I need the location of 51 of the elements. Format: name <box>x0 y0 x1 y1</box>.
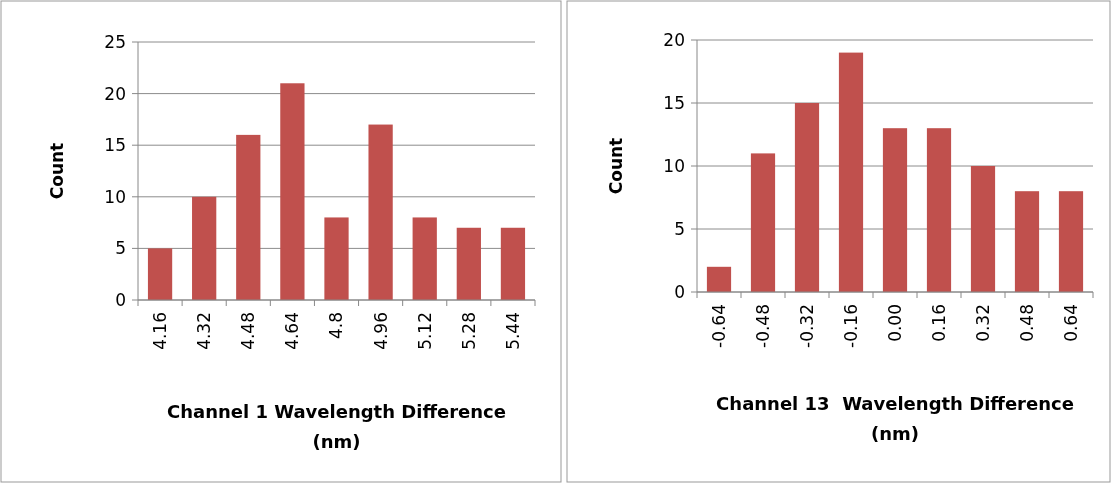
y-tick-label: 15 <box>104 135 126 156</box>
x-tick-label: 4.32 <box>194 312 215 350</box>
bar <box>794 103 820 292</box>
y-axis-title: Count <box>606 137 626 195</box>
bar <box>706 266 732 292</box>
x-tick-label: -0.48 <box>752 304 773 348</box>
x-tick-label: 4.8 <box>326 312 347 340</box>
bar <box>412 217 437 300</box>
x-tick-label: -0.64 <box>708 304 729 348</box>
bar <box>838 52 864 292</box>
x-tick-label: 5.44 <box>502 312 523 350</box>
bar <box>324 217 349 300</box>
y-tick-label: 0 <box>115 289 126 310</box>
x-tick-label: 4.16 <box>150 312 171 350</box>
x-axis-title: Channel 13 Wavelength Difference (nm) <box>716 393 1074 444</box>
y-tick-label: 10 <box>104 186 126 207</box>
x-tick-label: 4.64 <box>282 312 303 350</box>
y-tick-label: 0 <box>674 281 685 302</box>
y-tick-label: 5 <box>674 218 685 239</box>
y-tick-label: 20 <box>104 83 126 104</box>
bar <box>750 153 776 292</box>
y-tick-label: 5 <box>115 238 126 259</box>
y-axis-title: Count <box>47 142 67 200</box>
x-tick-label: 5.12 <box>414 312 435 350</box>
x-tick-label: -0.32 <box>796 304 817 348</box>
x-tick-label: 0.48 <box>1016 304 1037 342</box>
bar <box>926 128 952 292</box>
x-tick-label: 4.48 <box>238 312 259 350</box>
bar <box>1014 191 1040 292</box>
bar <box>456 227 481 300</box>
bar <box>1058 191 1084 292</box>
x-tick-label: 5.28 <box>458 312 479 350</box>
bar <box>882 128 908 292</box>
x-tick-label: 0.16 <box>928 304 949 342</box>
bar <box>500 227 526 300</box>
x-tick-label: 4.96 <box>370 312 391 350</box>
x-axis-title: Channel 1 Wavelength Difference (nm) <box>167 401 506 452</box>
bar <box>280 83 305 300</box>
y-tick-label: 15 <box>663 92 685 113</box>
bar <box>368 124 393 300</box>
bar <box>970 166 996 292</box>
y-tick-label: 25 <box>104 31 126 52</box>
y-tick-label: 10 <box>663 155 685 176</box>
x-tick-label: 0.64 <box>1060 304 1081 342</box>
bar <box>147 248 173 300</box>
y-tick-label: 20 <box>663 29 685 50</box>
x-tick-label: -0.16 <box>840 304 861 348</box>
bar <box>236 134 261 300</box>
x-tick-label: 0.32 <box>972 304 993 342</box>
x-tick-label: 0.00 <box>884 304 905 342</box>
bar <box>192 196 217 300</box>
